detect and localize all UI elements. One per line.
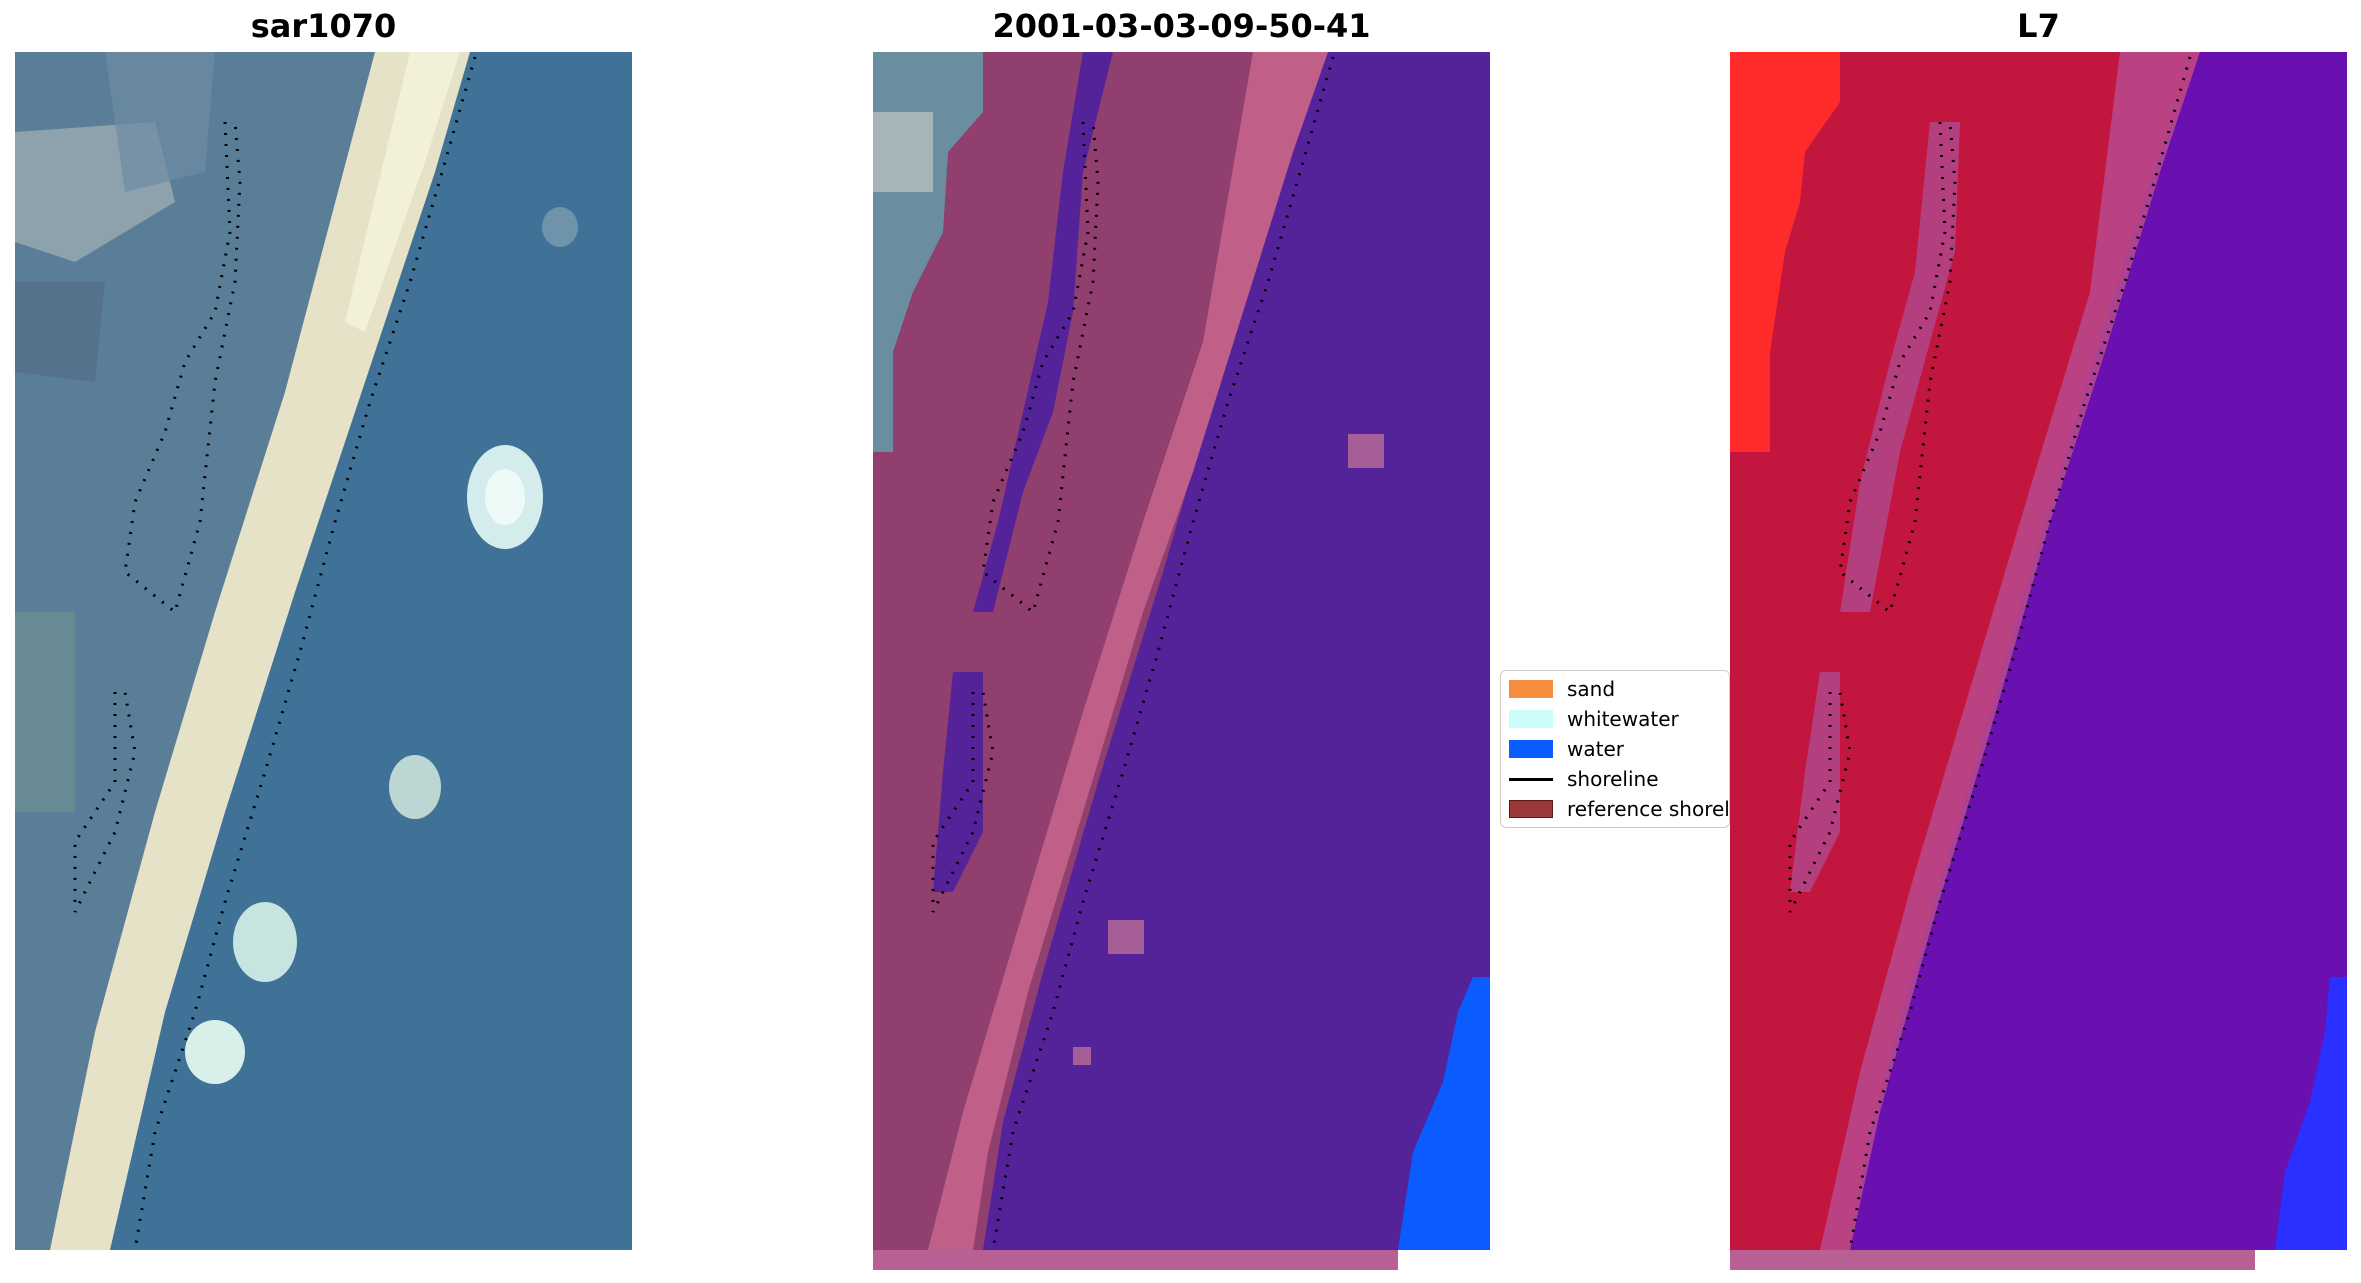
legend-item-sand: sand [1509,677,1615,701]
classified-image-panel [873,52,1490,1270]
legend-item-reference-shoreline: reference shoreline [1509,797,1730,821]
water-swatch [1509,740,1553,758]
legend-label-shoreline: shoreline [1567,767,1659,791]
false-color-image [1730,52,2347,1270]
legend-label-reference-shoreline: reference shoreline [1567,797,1730,821]
legend-item-water: water [1509,737,1624,761]
legend-item-whitewater: whitewater [1509,707,1679,731]
legend: sand whitewater water shoreline referenc… [1500,670,1730,828]
reference-shoreline-swatch [1509,800,1553,818]
blue-water-pixels [2275,977,2347,1250]
legend-label-sand: sand [1567,677,1616,701]
panel-title-classified: 2001-03-03-09-50-41 [992,7,1371,45]
shoreline-line-swatch [1509,777,1553,781]
false-color-image-panel [1730,52,2347,1270]
bright-red-area [1730,52,1840,452]
panel-title-rgb: sar1070 [250,7,397,45]
rgb-image [15,52,632,1250]
panel-title-false-color: L7 [2017,7,2060,45]
legend-label-water: water [1567,737,1624,761]
legend-item-shoreline: shoreline [1509,767,1659,791]
rgb-image-panel [15,52,632,1250]
water-blue-pixels [1398,977,1490,1250]
beach-strip [50,52,470,1250]
pink-band [928,52,1328,1250]
whitewater-swatch [1509,710,1553,728]
reference-shoreline-line [123,121,242,615]
classified-image [873,52,1490,1270]
sand-swatch [1509,680,1553,698]
legend-label-whitewater: whitewater [1567,707,1679,731]
